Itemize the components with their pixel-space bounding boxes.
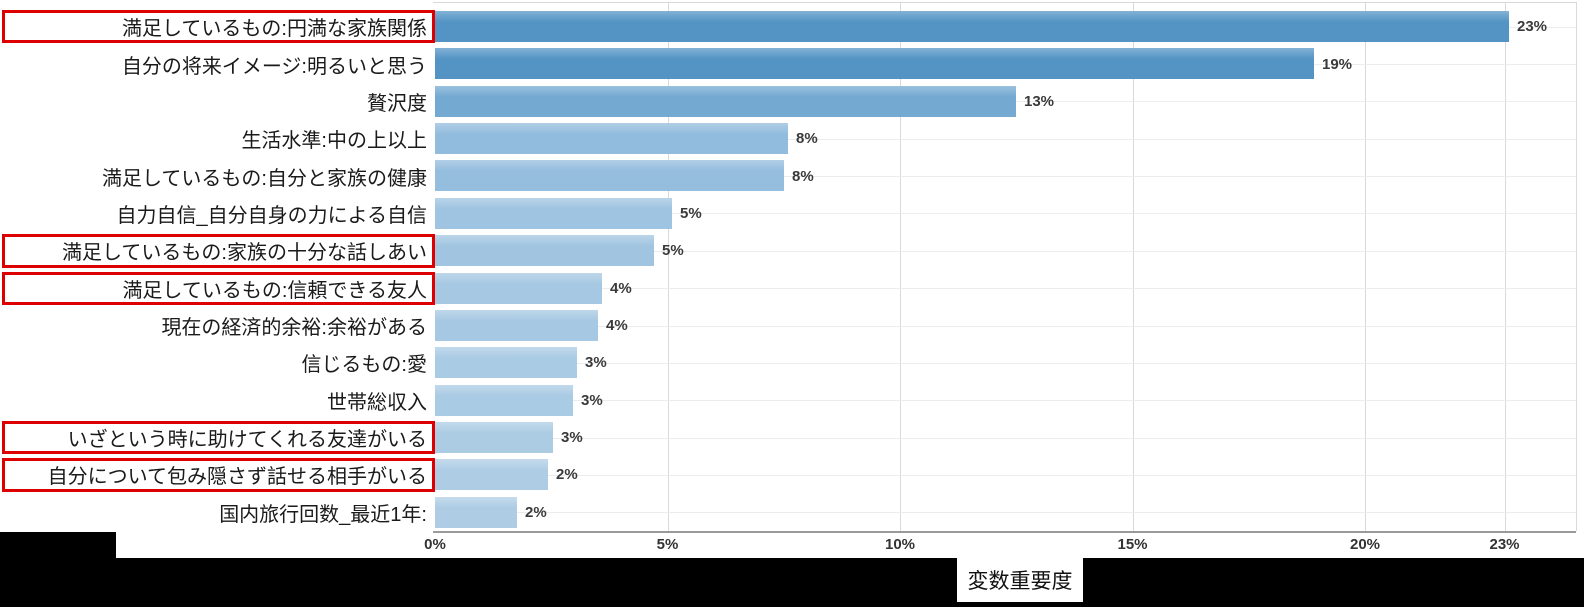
- bar: [435, 272, 602, 304]
- bar-track: 19%: [433, 45, 1576, 82]
- redaction-block-bottom-left: [0, 532, 116, 558]
- value-label: 5%: [680, 204, 702, 222]
- value-label: 8%: [796, 130, 818, 148]
- value-label: 13%: [1024, 92, 1055, 110]
- chart-row: 自分について包み隠さず話せる相手がいる 2%: [0, 456, 1576, 493]
- value-label: 8%: [792, 167, 814, 185]
- category-label: 現在の経済的余裕:余裕がある: [161, 317, 427, 340]
- category-label-highlighted: いざという時に助けてくれる友達がいる: [0, 419, 435, 456]
- bar: [435, 197, 672, 229]
- value-label: 3%: [585, 354, 607, 372]
- bar-track: 3%: [433, 419, 1576, 456]
- chart-row: 満足しているもの:円満な家族関係 23%: [0, 8, 1576, 45]
- chart-row: 自分の将来イメージ:明るいと思う 19%: [0, 45, 1576, 82]
- bar-track: 2%: [433, 494, 1576, 531]
- x-tick-label: 20%: [1349, 536, 1381, 553]
- chart-row: 国内旅行回数_最近1年: 2%: [0, 494, 1576, 531]
- value-label: 2%: [556, 466, 578, 484]
- category-label-highlighted: 満足しているもの:円満な家族関係: [0, 8, 435, 45]
- bar: [435, 309, 598, 341]
- chart-row: 満足しているもの:自分と家族の健康 8%: [0, 157, 1576, 194]
- bar-track: 8%: [433, 120, 1576, 157]
- chart-row: 世帯総収入 3%: [0, 382, 1576, 419]
- bar-rows: 満足しているもの:円満な家族関係 23% 自分の将来イメージ:明るいと思う 19% 贅沢…: [0, 8, 1576, 531]
- chart-row: 贅沢度 13%: [0, 83, 1576, 120]
- category-label: 自力自信_自分自身の力による自信: [116, 204, 427, 227]
- bar: [435, 459, 548, 491]
- category-label: 自分の将来イメージ:明るいと思う: [121, 55, 427, 78]
- chart-row: 生活水準:中の上以上 8%: [0, 120, 1576, 157]
- gridline: [900, 3, 901, 531]
- gridline: [1365, 3, 1366, 531]
- chart-row: 自力自信_自分自身の力による自信 5%: [0, 195, 1576, 232]
- category-label: 信じるもの:愛: [301, 354, 427, 377]
- x-tick-label: 15%: [1117, 536, 1148, 553]
- x-tick-label: 0%: [424, 536, 446, 553]
- x-tick-label: 23%: [1489, 536, 1520, 553]
- category-label: 満足しているもの:自分と家族の健康: [102, 167, 427, 190]
- bar: [435, 160, 784, 192]
- bar-track: 5%: [433, 232, 1576, 269]
- gridline: [667, 3, 669, 531]
- bar-track: 2%: [433, 456, 1576, 493]
- bar-track: 23%: [433, 8, 1576, 45]
- bar: [435, 123, 788, 155]
- bar: [435, 496, 517, 528]
- category-label: 国内旅行回数_最近1年:: [219, 503, 427, 526]
- bar-track: 3%: [433, 344, 1576, 381]
- value-label: 19%: [1322, 55, 1353, 73]
- category-label: 贅沢度: [367, 92, 427, 115]
- value-label: 3%: [581, 391, 603, 409]
- category-label: 生活水準:中の上以上: [241, 130, 427, 153]
- bar-track: 8%: [433, 157, 1576, 194]
- category-label-highlighted: 満足しているもの:信頼できる友人: [0, 270, 435, 307]
- chart-row: 満足しているもの:家族の十分な話しあい 5%: [0, 232, 1576, 269]
- chart-row: いざという時に助けてくれる友達がいる 3%: [0, 419, 1576, 456]
- x-axis-line: [433, 531, 1576, 533]
- bar: [435, 48, 1314, 80]
- bar: [435, 421, 553, 453]
- category-label: 世帯総収入: [327, 391, 427, 414]
- value-label: 4%: [610, 279, 632, 297]
- gridline: [1504, 3, 1506, 531]
- value-label: 2%: [525, 503, 547, 521]
- value-label: 3%: [561, 429, 583, 447]
- category-label-highlighted: 満足しているもの:家族の十分な話しあい: [0, 232, 435, 269]
- chart-row: 満足しているもの:信頼できる友人 4%: [0, 270, 1576, 307]
- chart-row: 現在の経済的余裕:余裕がある 4%: [0, 307, 1576, 344]
- bar-track: 4%: [433, 270, 1576, 307]
- bar: [435, 235, 654, 267]
- bar-track: 5%: [433, 195, 1576, 232]
- bar: [435, 384, 573, 416]
- value-label: 23%: [1517, 18, 1548, 36]
- bar: [435, 11, 1509, 42]
- plot-top-border: [433, 2, 1576, 3]
- x-tick-label: 10%: [884, 536, 916, 553]
- x-axis-title: 変数重要度: [967, 570, 1073, 593]
- x-tick-label: 5%: [656, 536, 679, 553]
- value-label: 5%: [662, 242, 684, 260]
- plot-right-border: [1576, 2, 1577, 531]
- gridline: [1132, 3, 1134, 531]
- bar-track: 3%: [433, 382, 1576, 419]
- bar: [435, 347, 577, 379]
- category-label-highlighted: 自分について包み隠さず話せる相手がいる: [0, 456, 435, 493]
- value-label: 4%: [606, 317, 628, 335]
- x-axis-title-box: 変数重要度: [957, 558, 1083, 602]
- chart-row: 信じるもの:愛 3%: [0, 344, 1576, 381]
- bar: [435, 85, 1016, 117]
- bar-track: 13%: [433, 83, 1576, 120]
- redaction-band-bottom: [0, 558, 1584, 607]
- bar-track: 4%: [433, 307, 1576, 344]
